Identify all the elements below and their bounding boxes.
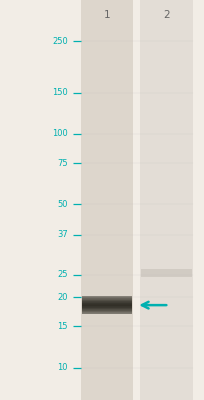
Bar [82,300,132,301]
Text: 15: 15 [57,322,67,331]
Bar [82,313,132,314]
Bar [82,299,132,300]
Bar [82,296,132,297]
Text: 2: 2 [162,10,169,20]
Text: 1: 1 [103,10,110,20]
Text: 75: 75 [57,159,67,168]
Bar [82,301,132,302]
Bar [82,306,132,307]
Bar [82,307,132,308]
Bar [82,312,132,313]
Bar [140,0,192,400]
Text: 150: 150 [52,88,67,97]
Bar [82,297,132,298]
Text: 37: 37 [57,230,67,239]
Text: 250: 250 [52,36,67,46]
Bar [141,268,191,276]
Text: 20: 20 [57,293,67,302]
Bar [82,308,132,309]
Text: 10: 10 [57,363,67,372]
Bar [82,311,132,312]
Text: 25: 25 [57,270,67,279]
Bar [82,302,132,303]
Bar [82,298,132,299]
Bar [82,310,132,311]
Bar [81,0,133,400]
Bar [82,304,132,305]
Text: 50: 50 [57,200,67,209]
Text: 100: 100 [52,130,67,138]
Bar [82,305,132,306]
Bar [82,309,132,310]
Bar [82,303,132,304]
